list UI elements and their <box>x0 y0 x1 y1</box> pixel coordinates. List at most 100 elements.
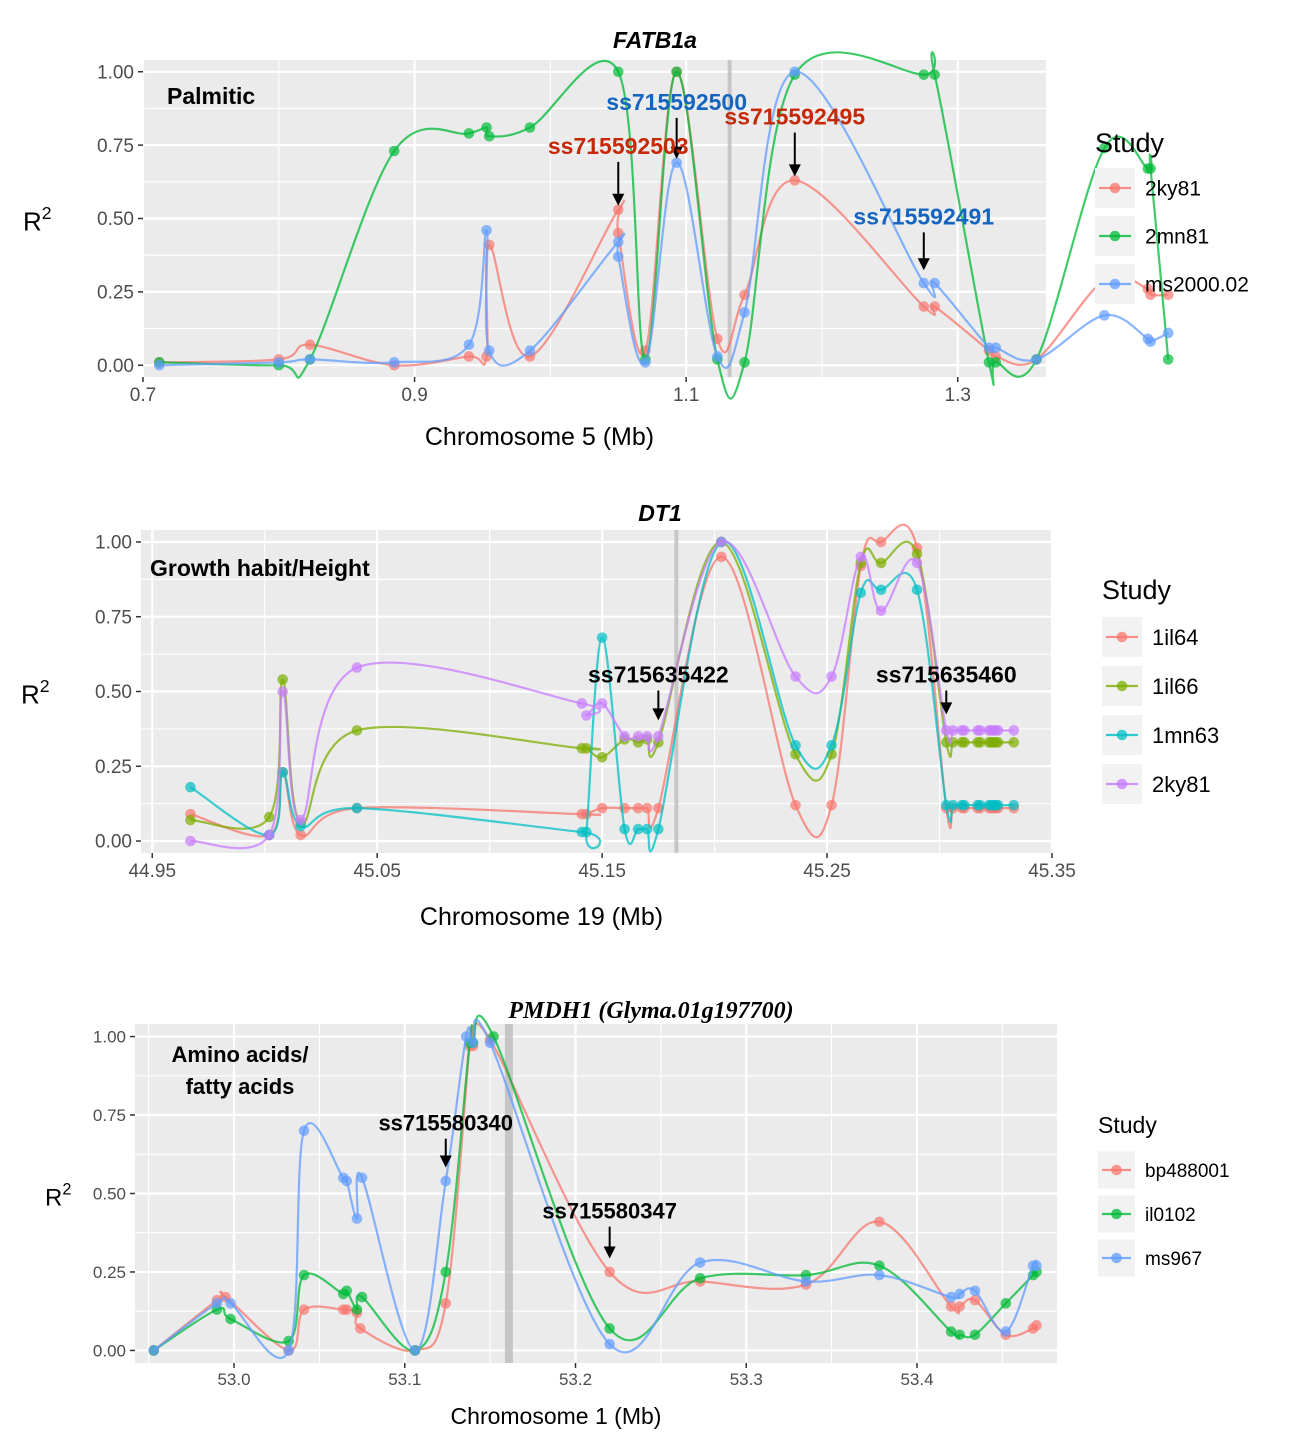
data-point-ms2000.02 <box>1145 336 1156 348</box>
data-point-1il64 <box>716 551 727 563</box>
legend-key-point <box>1111 1164 1122 1176</box>
y-tick-label: 1.00 <box>93 1028 126 1047</box>
y-tick-label: 0.50 <box>95 682 132 703</box>
legend-1: Study 2ky81 2mn81 ms2000.02 <box>1095 128 1249 304</box>
legend-title: Study <box>1102 575 1172 605</box>
data-point-2ky81 <box>789 175 801 186</box>
data-point-2ky81 <box>632 731 644 742</box>
data-point-2ky81 <box>1008 725 1020 736</box>
data-point-ms967 <box>460 1031 472 1042</box>
annotation-arrowhead <box>917 258 930 271</box>
data-point-2mn81 <box>1145 163 1156 174</box>
data-point-ms967 <box>1031 1260 1042 1271</box>
annotation-label: ss715580340 <box>378 1111 513 1136</box>
y-tick-label: 0.75 <box>93 1106 126 1125</box>
data-point-1mn63 <box>653 823 664 835</box>
data-point-2mn81 <box>463 128 475 139</box>
data-point-2ky81 <box>304 339 316 351</box>
data-point-1il66 <box>351 725 363 736</box>
data-point-ms967 <box>351 1213 363 1224</box>
data-point-2ky81 <box>641 731 653 742</box>
data-point-ms2000.02 <box>789 66 801 78</box>
data-point-ms2000.02 <box>304 354 316 365</box>
series-line-2mn81 <box>159 51 1170 400</box>
data-point-il0102 <box>604 1323 615 1334</box>
data-point-1mn63 <box>619 823 630 835</box>
data-point-1il64 <box>875 536 887 548</box>
data-point-1mn63 <box>790 740 801 751</box>
data-point-2mn81 <box>481 122 492 133</box>
data-point-ms2000.02 <box>481 224 492 236</box>
legend-key-point <box>1116 680 1128 692</box>
annotation-label: ss715592503 <box>548 133 689 159</box>
data-point-1il66 <box>185 814 196 826</box>
y-tick-label: 0.25 <box>97 283 134 304</box>
data-point-2ky81 <box>1162 289 1174 301</box>
data-point-1il64 <box>632 802 644 814</box>
x-tick-label: 53.2 <box>559 1370 592 1389</box>
data-point-1mn63 <box>1008 799 1020 811</box>
x-axis-title: Chromosome 1 (Mb) <box>451 1403 662 1429</box>
data-point-ms967 <box>1000 1326 1012 1337</box>
data-point-1mn63 <box>632 823 644 835</box>
data-point-il0102 <box>945 1326 957 1337</box>
data-point-1il64 <box>295 829 307 841</box>
x-tick-label: 53.3 <box>730 1370 763 1389</box>
data-point-2mn81 <box>524 122 536 133</box>
data-point-ms2000.02 <box>671 157 682 169</box>
chart-title: PMDH1 (Glyma.01g197700) <box>507 998 793 1024</box>
x-tick-label: 44.95 <box>128 861 176 882</box>
data-point-2ky81 <box>619 731 630 742</box>
chart-title: FATB1a <box>613 27 697 53</box>
y-tick-label: 0.00 <box>93 1341 126 1360</box>
annotation-label: ss715592491 <box>853 203 994 229</box>
data-point-ms967 <box>604 1338 615 1350</box>
data-point-ms967 <box>484 1037 496 1049</box>
data-point-2mn81 <box>671 66 682 78</box>
annotation-arrowhead <box>603 1246 616 1259</box>
data-point-1il66 <box>1008 737 1020 748</box>
data-point-ms2000.02 <box>990 342 1002 353</box>
data-point-1il66 <box>958 737 970 748</box>
data-point-bp488001 <box>604 1266 615 1278</box>
y-tick-label: 0.50 <box>97 209 134 230</box>
data-point-2ky81 <box>351 662 363 673</box>
data-point-1mn63 <box>351 802 363 814</box>
data-point-ms2000.02 <box>929 277 940 289</box>
legend-key-point <box>1109 182 1121 194</box>
data-point-2ky81 <box>918 301 930 312</box>
annotation-label: ss715635460 <box>876 662 1017 688</box>
data-point-bp488001 <box>945 1301 957 1312</box>
x-tick-label: 0.7 <box>130 385 156 406</box>
data-point-ms2000.02 <box>612 236 624 248</box>
data-point-1mn63 <box>581 826 592 838</box>
data-point-ms2000.02 <box>153 359 165 371</box>
legend-label: bp488001 <box>1145 1161 1230 1182</box>
data-point-2ky81 <box>958 725 970 736</box>
data-point-ms2000.02 <box>463 339 475 351</box>
data-point-il0102 <box>874 1260 885 1271</box>
data-point-ms967 <box>440 1175 452 1187</box>
x-axis-title: Chromosome 5 (Mb) <box>425 423 654 451</box>
annotation-arrowhead <box>652 708 665 721</box>
data-point-ms967 <box>694 1257 706 1268</box>
legend-key-point <box>1116 631 1128 643</box>
data-point-2ky81 <box>576 698 588 709</box>
x-tick-label: 53.4 <box>900 1370 933 1389</box>
data-point-1il64 <box>596 802 608 814</box>
legend-key-point <box>1109 230 1121 242</box>
legend-label: 1mn63 <box>1152 723 1219 748</box>
data-point-il0102 <box>225 1313 236 1325</box>
data-point-1il66 <box>992 737 1004 748</box>
data-point-2ky81 <box>974 725 986 736</box>
data-point-ms2000.02 <box>712 351 723 362</box>
chart-panel-1: 0.7 0.9 1.1 1.3 0.00 0.25 0.50 0.75 1.00 FATB1a Ch… <box>23 27 1174 451</box>
legend-key-point <box>1116 729 1128 741</box>
data-point-2ky81 <box>612 204 624 215</box>
data-point-il0102 <box>1000 1298 1012 1309</box>
data-point-1il66 <box>581 743 592 754</box>
data-point-il0102 <box>341 1285 353 1297</box>
y-tick-label: 0.25 <box>95 757 132 778</box>
data-point-1mn63 <box>185 781 196 793</box>
